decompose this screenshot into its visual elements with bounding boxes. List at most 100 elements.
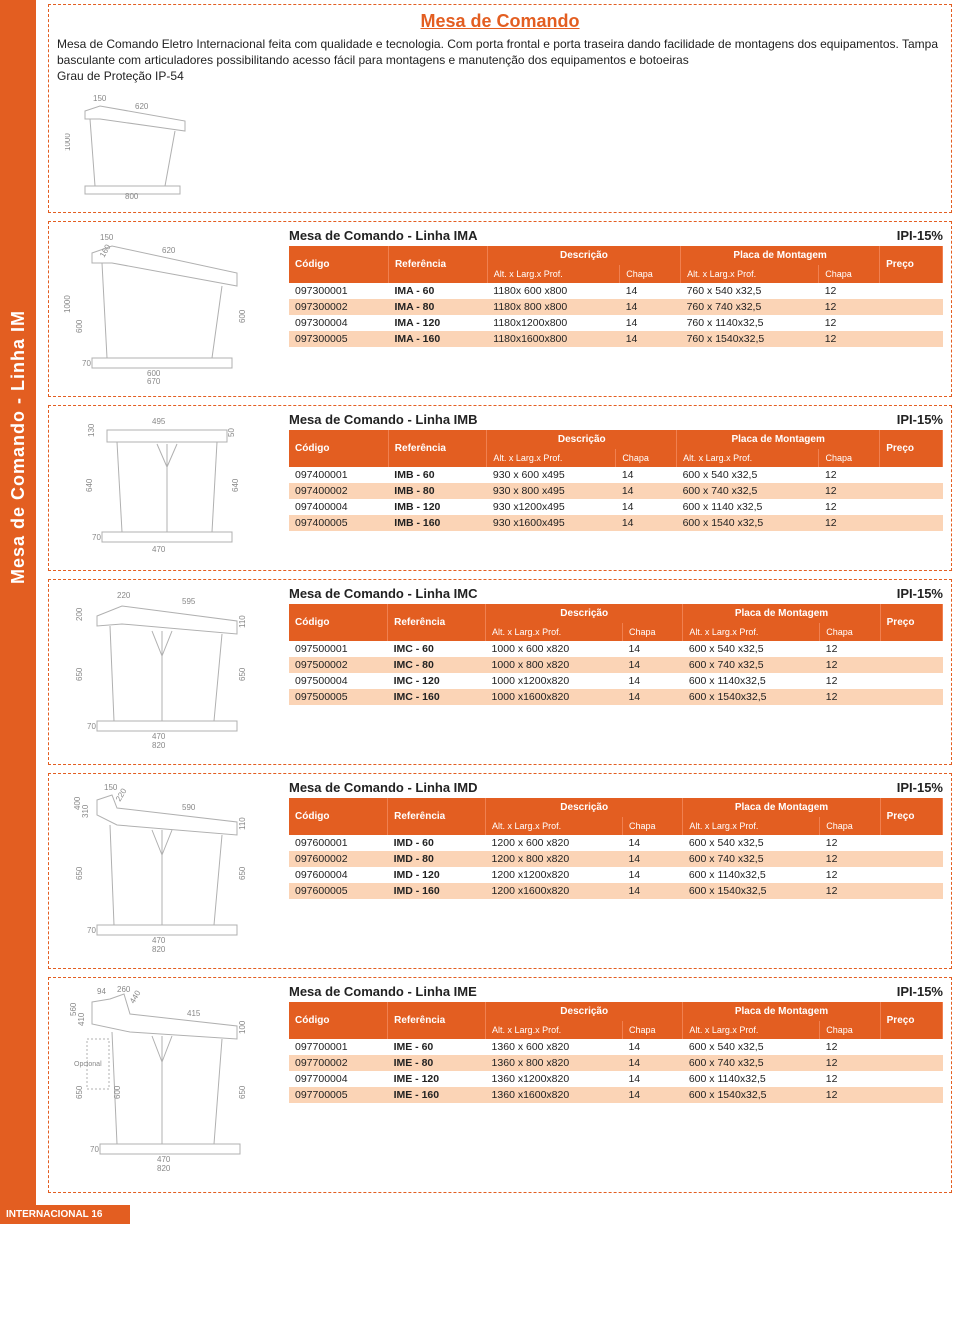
cell-preco [880,1055,942,1071]
cell-codigo: 097300002 [289,299,388,315]
col-chapa: Chapa [620,265,681,283]
intro-box: Mesa de Comando Mesa de Comando Eletro I… [48,4,952,213]
table-row: 097500002 IMC - 80 1000 x 800 x820 14 60… [289,657,943,673]
cell-chapa2: 12 [819,299,880,315]
cell-placa: 600 x 540 x32,5 [683,835,820,851]
cell-chapa: 14 [622,1055,682,1071]
cell-ref: IMD - 160 [388,883,486,899]
cell-ref: IME - 160 [388,1087,486,1103]
svg-text:820: 820 [157,1164,171,1173]
col-desc-group: Descrição [487,246,680,265]
cell-desc: 1200 x 600 x820 [486,835,623,851]
cell-ref: IME - 80 [388,1055,486,1071]
cell-preco [880,299,943,315]
cell-codigo: 097700004 [289,1071,388,1087]
cell-codigo: 097400004 [289,499,388,515]
cell-preco [880,1071,942,1087]
table-row: 097400001 IMB - 60 930 x 600 x495 14 600… [289,467,943,483]
cell-chapa2: 12 [819,483,880,499]
cell-ref: IMC - 120 [388,673,486,689]
table-row: 097600005 IMD - 160 1200 x1600x820 14 60… [289,883,943,899]
table-row: 097500004 IMC - 120 1000 x1200x820 14 60… [289,673,943,689]
cell-placa: 600 x 1140x32,5 [683,673,820,689]
cell-preco [880,851,942,867]
col-codigo: Código [289,246,388,283]
cell-chapa2: 12 [819,315,880,331]
svg-text:600: 600 [75,319,84,333]
svg-text:650: 650 [238,667,247,681]
cell-chapa2: 12 [820,1055,880,1071]
cell-placa: 600 x 1540x32,5 [683,1087,820,1103]
col-chapa: Chapa [616,449,677,467]
table-row: 097400004 IMB - 120 930 x1200x495 14 600… [289,499,943,515]
cell-desc: 930 x 600 x495 [487,467,616,483]
table-row: 097300005 IMA - 160 1180x1600x800 14 760… [289,331,943,347]
table-section: Opcional 94 260 415 440 560 410 100 650 … [48,977,952,1193]
cell-placa: 600 x 540 x32,5 [683,1039,820,1055]
table-row: 097700001 IME - 60 1360 x 600 x820 14 60… [289,1039,943,1055]
table-row: 097600002 IMD - 80 1200 x 800 x820 14 60… [289,851,943,867]
cell-desc: 1200 x1200x820 [486,867,623,883]
cell-preco [880,657,942,673]
svg-text:220: 220 [117,591,131,600]
cell-desc: 1360 x1200x820 [486,1071,623,1087]
technical-diagram: 150 590 220 400 310 110 650 650 70 470 8… [57,780,277,960]
ipi-label: IPI-15% [897,228,943,243]
table-row: 097700005 IME - 160 1360 x1600x820 14 60… [289,1087,943,1103]
cell-preco [880,867,942,883]
cell-ref: IMC - 60 [388,641,486,657]
cell-desc: 1000 x 600 x820 [486,641,623,657]
table-section: 150 620 1000 600 600 70 600 670 800 160 … [48,221,952,397]
product-table: Código Referência Descrição Placa de Mon… [289,1002,943,1103]
table-title: Mesa de Comando - Linha IMC [289,586,478,601]
intro-diagram: 150 620 1000 800 [65,91,205,201]
cell-codigo: 097300004 [289,315,388,331]
cell-placa: 600 x 1140 x32,5 [677,499,819,515]
cell-chapa: 14 [616,515,677,531]
col-placa-sub: Alt. x Larg.x Prof. [677,449,819,467]
cell-desc: 1180x 800 x800 [487,299,619,315]
cell-desc: 1000 x 800 x820 [486,657,623,673]
cell-chapa2: 12 [820,883,880,899]
cell-preco [880,689,942,705]
cell-preco [880,883,942,899]
col-desc-group: Descrição [486,1002,683,1021]
cell-chapa2: 12 [819,467,880,483]
product-table: Código Referência Descrição Placa de Mon… [289,798,943,899]
svg-text:70: 70 [92,533,101,542]
col-desc-sub: Alt. x Larg.x Prof. [486,1021,623,1039]
svg-text:50: 50 [227,427,236,436]
cell-desc: 1360 x1600x820 [486,1087,623,1103]
product-table: Código Referência Descrição Placa de Mon… [289,430,943,531]
svg-text:470: 470 [157,1155,171,1164]
svg-text:200: 200 [75,607,84,621]
cell-chapa: 14 [622,835,682,851]
cell-desc: 930 x 800 x495 [487,483,616,499]
svg-text:150: 150 [93,94,107,103]
cell-codigo: 097500005 [289,689,388,705]
svg-text:415: 415 [187,1009,201,1018]
cell-placa: 600 x 1540x32,5 [683,883,820,899]
cell-placa: 760 x 740 x32,5 [681,299,819,315]
svg-text:470: 470 [152,732,166,741]
svg-text:150: 150 [100,233,114,242]
svg-text:820: 820 [152,945,166,954]
svg-text:620: 620 [135,102,149,111]
cell-desc: 1000 x1600x820 [486,689,623,705]
cell-ref: IMD - 120 [388,867,486,883]
cell-chapa: 14 [622,1087,682,1103]
svg-text:410: 410 [77,1012,86,1026]
svg-text:650: 650 [238,866,247,880]
cell-preco [880,515,943,531]
table-section: 220 595 200 110 650 650 70 470 820 Mesa … [48,579,952,765]
svg-text:150: 150 [104,783,118,792]
cell-chapa2: 12 [820,657,880,673]
cell-ref: IME - 120 [388,1071,486,1087]
cell-codigo: 097400005 [289,515,388,531]
svg-text:1000: 1000 [63,294,72,312]
col-codigo: Código [289,1002,388,1039]
technical-diagram: 495 130 50 640 640 70 470 [57,412,277,562]
cell-placa: 600 x 740 x32,5 [683,1055,820,1071]
technical-diagram: 220 595 200 110 650 650 70 470 820 [57,586,277,756]
cell-placa: 600 x 540 x32,5 [683,641,820,657]
